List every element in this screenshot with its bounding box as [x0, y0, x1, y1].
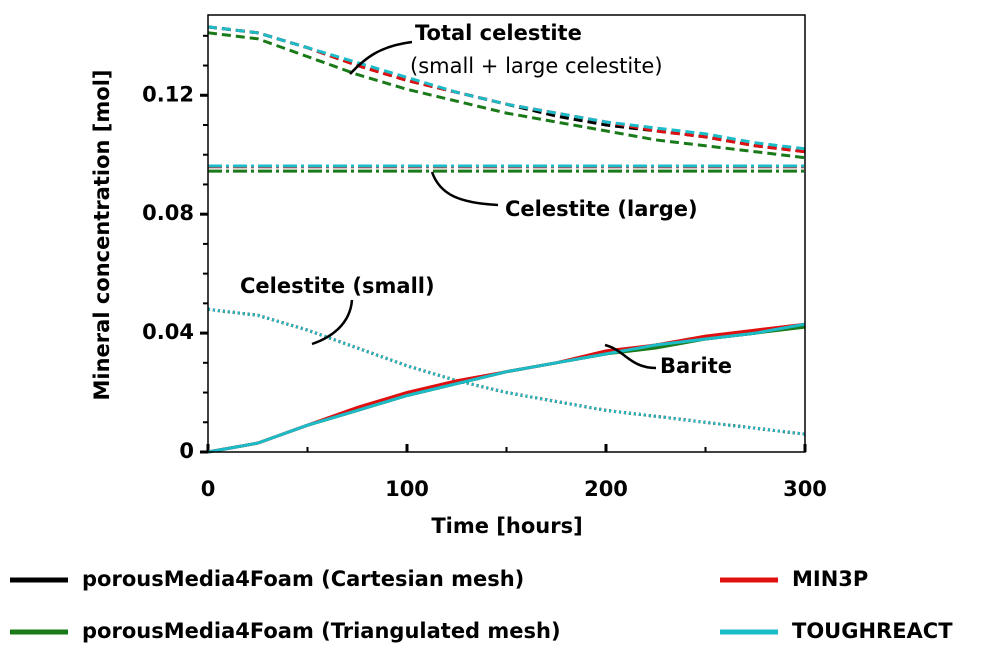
legend-label: porousMedia4Foam (Triangulated mesh) [82, 619, 561, 643]
x-tick-label: 300 [783, 477, 827, 501]
y-tick-label: 0.04 [142, 320, 194, 344]
x-axis-label: Time [hours] [431, 514, 582, 538]
line-total-celestite [207, 25, 806, 151]
y-tick-label: 0.12 [142, 82, 194, 106]
legend-label: MIN3P [792, 567, 868, 591]
annotation-leader [604, 343, 657, 370]
line-total-celestite [207, 31, 806, 160]
annotation: Celestite (large) [505, 197, 698, 221]
annotation-leader [349, 40, 413, 75]
x-tick-label: 100 [385, 477, 429, 501]
line-barite [207, 325, 806, 454]
x-tick-label: 200 [584, 477, 628, 501]
annotation: Barite [660, 354, 732, 378]
y-tick-label: 0 [179, 439, 194, 463]
y-tick-label: 0.08 [142, 201, 194, 225]
annotation: (small + large celestite) [410, 54, 663, 78]
line-barite [207, 322, 806, 454]
x-tick-label: 0 [201, 477, 216, 501]
y-axis-label: Mineral concentration [mol] [90, 70, 114, 401]
annotation-leader [430, 171, 499, 207]
legend-label: porousMedia4Foam (Cartesian mesh) [82, 567, 524, 591]
line-barite [207, 322, 806, 454]
line-barite [207, 322, 806, 454]
legend-label: TOUGHREACT [792, 619, 953, 643]
plot-frame [207, 14, 806, 453]
annotation: Total celestite [415, 21, 582, 45]
annotation: Celestite (small) [240, 274, 435, 298]
line-celestite-small [207, 307, 806, 436]
annotation-leader [311, 299, 354, 346]
